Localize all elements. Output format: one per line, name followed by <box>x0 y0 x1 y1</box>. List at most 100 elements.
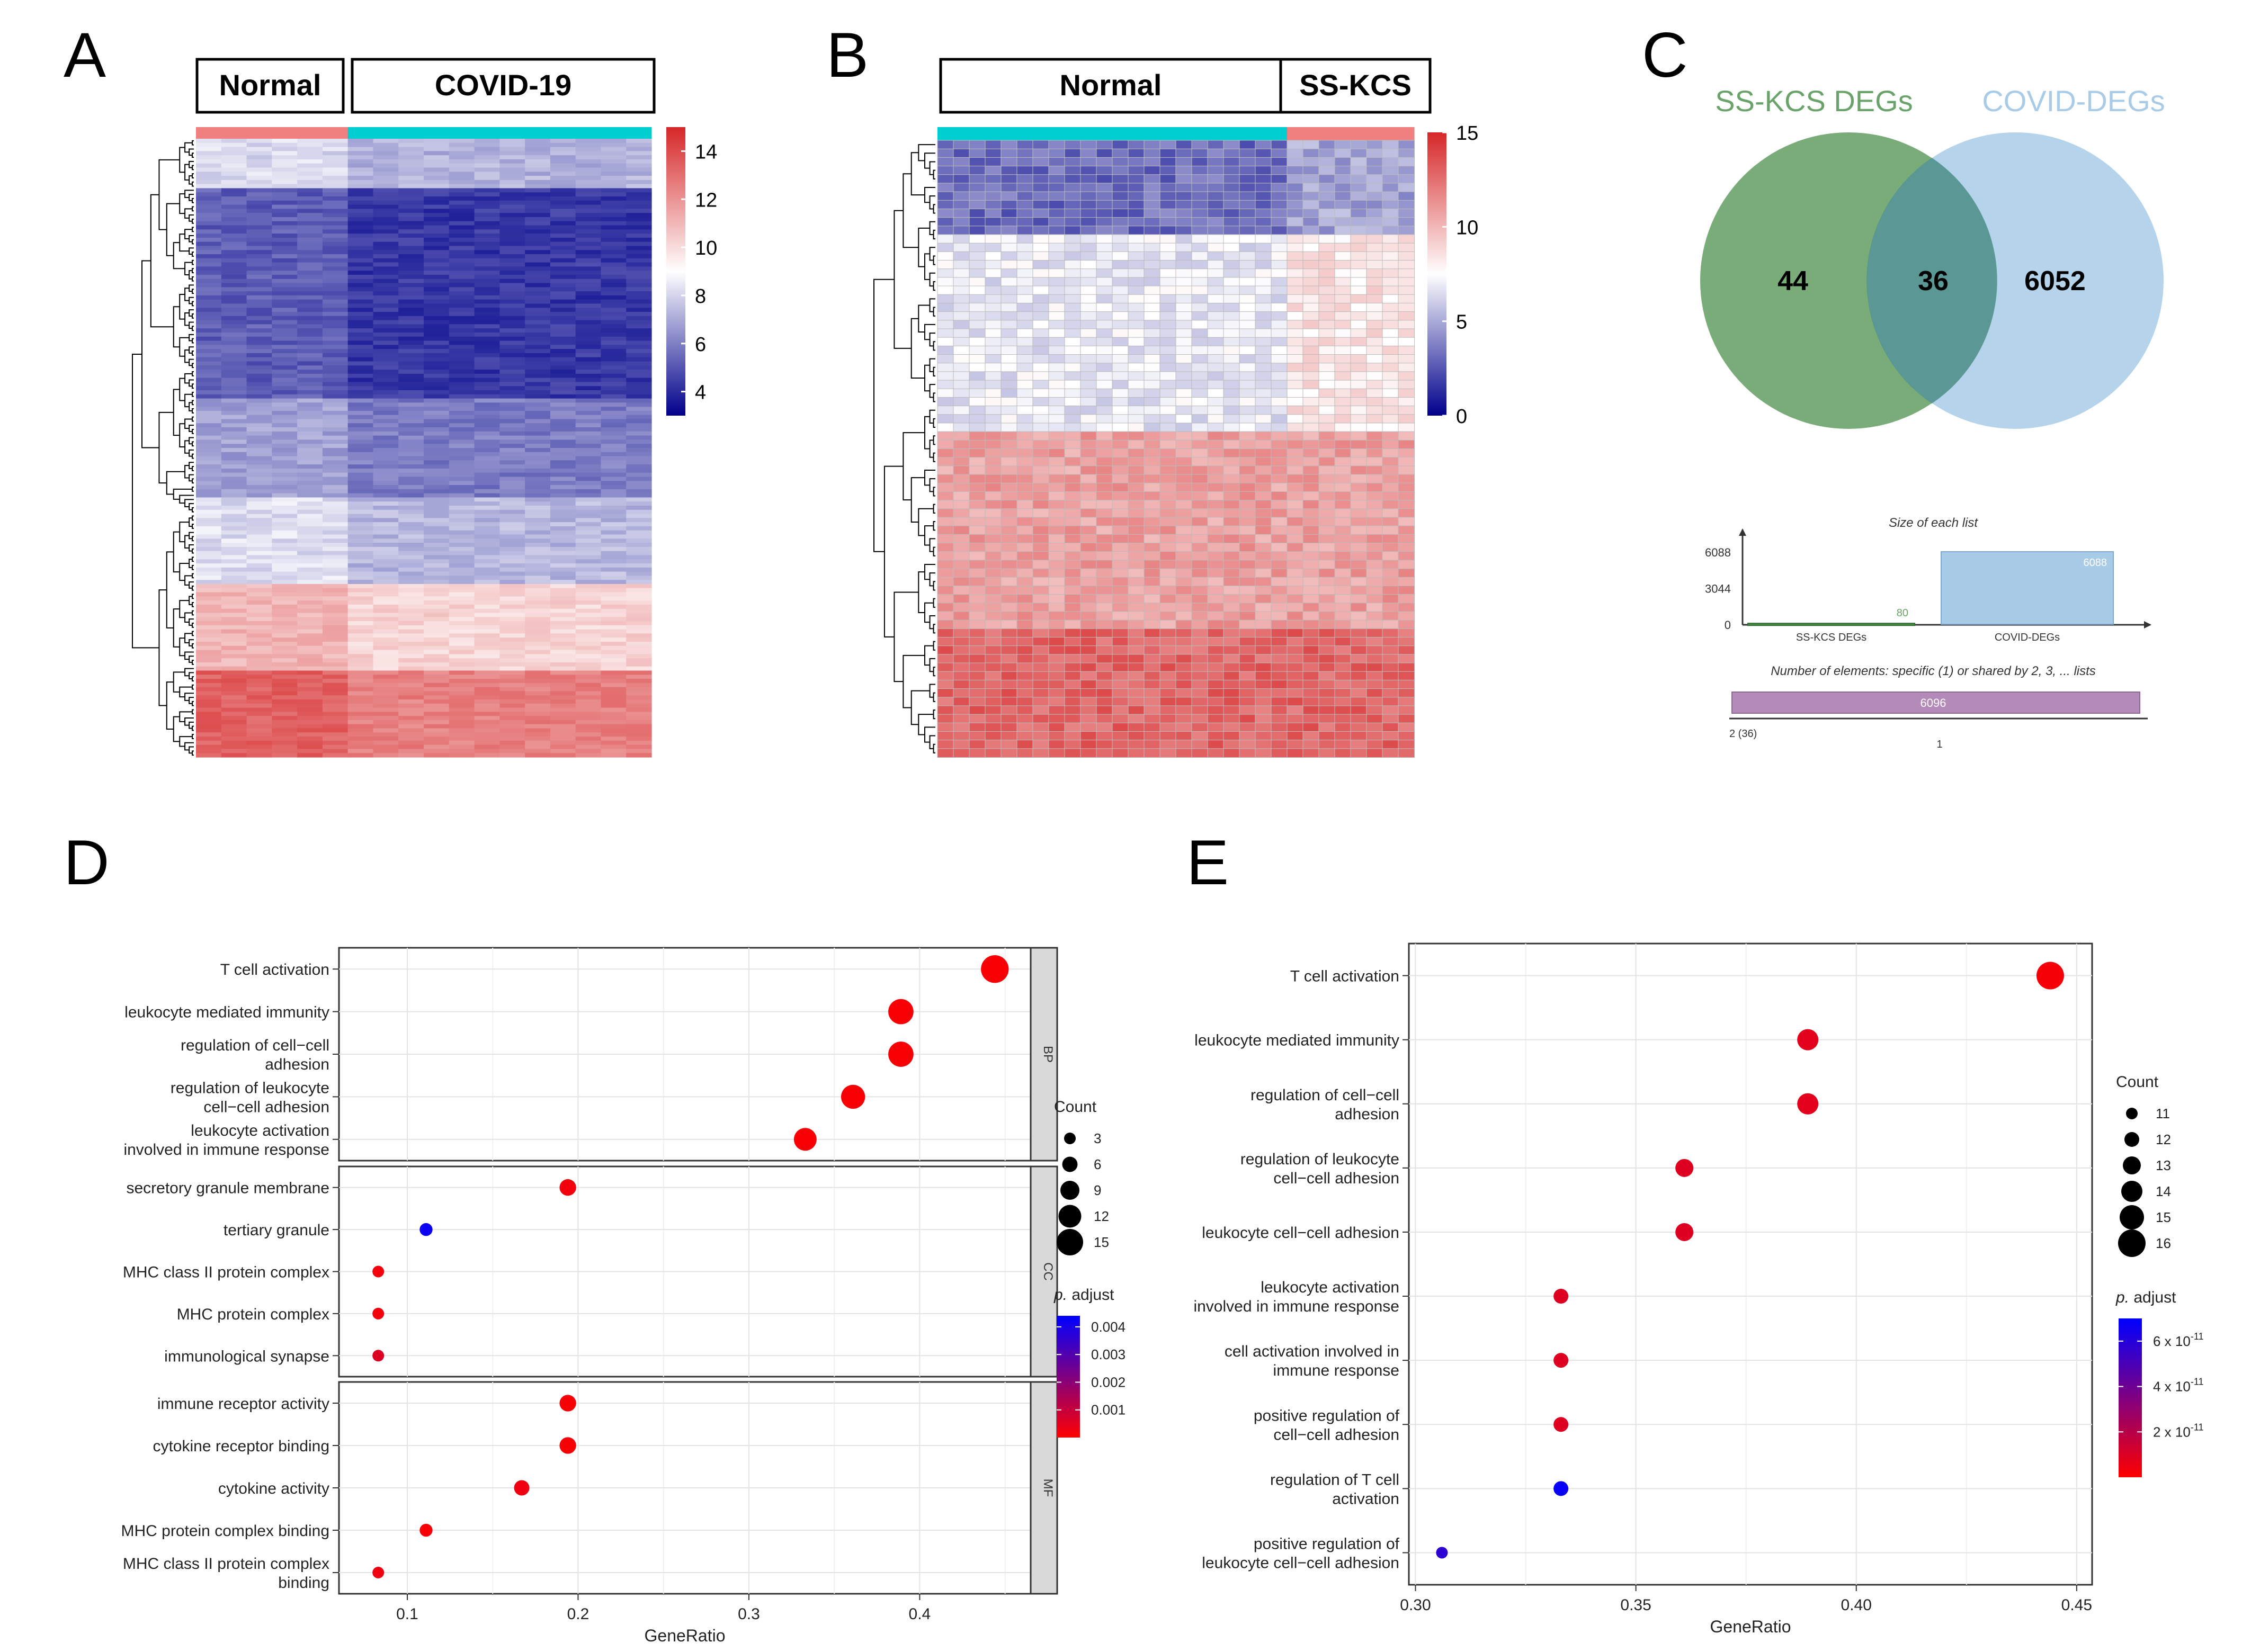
heatmap-cell <box>449 559 475 564</box>
heatmap-cell <box>221 340 247 345</box>
heatmap-cell <box>373 448 399 453</box>
heatmap-cell <box>272 460 298 465</box>
heatmap-cell <box>196 295 222 300</box>
heatmap-cell <box>985 551 1002 561</box>
heatmap-cell <box>550 184 576 189</box>
heatmap-cell <box>1255 294 1272 304</box>
heatmap-cell <box>1207 234 1225 244</box>
heatmap-cell <box>322 159 349 164</box>
heatmap-cell <box>196 402 222 407</box>
heatmap-cell <box>499 365 525 370</box>
heatmap-cell <box>499 303 525 308</box>
heatmap-cell <box>196 345 222 349</box>
heatmap-cell <box>1032 320 1050 330</box>
heatmap-cell <box>1159 577 1177 587</box>
heatmap-cell <box>322 308 349 312</box>
heatmap-cell <box>1175 243 1193 253</box>
heatmap-cell <box>322 691 349 696</box>
heatmap-cell <box>937 251 954 261</box>
heatmap-cell <box>1207 166 1225 175</box>
heatmap-cell <box>525 254 551 259</box>
heatmap-cell <box>297 683 323 688</box>
heatmap-cell <box>575 234 602 238</box>
dendrogram-branch <box>192 338 194 344</box>
heatmap-cell <box>1334 191 1352 201</box>
heatmap-cell <box>1255 560 1272 570</box>
heatmap-cell <box>985 243 1002 253</box>
heatmap-cell <box>474 234 500 238</box>
heatmap-cell <box>1398 577 1415 587</box>
heatmap-cell <box>398 398 424 403</box>
heatmap-cell <box>499 410 525 416</box>
heatmap-cell <box>449 740 475 746</box>
heatmap-cell <box>1382 551 1399 561</box>
heatmap-cell <box>272 250 298 255</box>
heatmap-cell <box>297 481 323 486</box>
heatmap-cell <box>246 707 272 712</box>
heatmap-cell <box>1223 328 1240 338</box>
heatmap-cell <box>1223 311 1240 321</box>
heatmap-cell <box>601 567 627 572</box>
heatmap-cell <box>449 246 475 250</box>
heatmap-cell <box>1287 645 1304 655</box>
heatmap-cell <box>550 444 576 448</box>
heatmap-cell <box>575 514 602 518</box>
heatmap-cell <box>626 221 652 226</box>
heatmap-cell <box>1239 140 1256 150</box>
heatmap-cell <box>1096 679 1113 689</box>
heatmap-cell <box>297 617 323 622</box>
heatmap-cell <box>1207 174 1225 184</box>
heatmap-cell <box>347 378 374 383</box>
heatmap-cell <box>1239 414 1256 424</box>
heatmap-cell <box>1016 208 1034 218</box>
heatmap-cell <box>1096 542 1113 552</box>
heatmap-cell <box>424 316 450 321</box>
heatmap-cell <box>347 279 374 284</box>
heatmap-cell <box>1064 234 1082 244</box>
heatmap-cell <box>424 271 450 275</box>
heatmap-cell <box>1239 388 1256 398</box>
heatmap-cell <box>272 258 298 263</box>
heatmap-cell <box>221 200 247 205</box>
heatmap-cell <box>499 716 525 721</box>
heatmap-cell <box>1334 534 1352 544</box>
heatmap-cell <box>1223 277 1240 287</box>
heatmap-cell <box>550 699 576 704</box>
heatmap-cell <box>398 707 424 712</box>
heatmap-cell <box>1239 525 1256 535</box>
heatmap-cell <box>347 407 374 411</box>
heatmap-cell <box>398 225 424 230</box>
heatmap-cell <box>322 209 349 213</box>
heatmap-cell <box>525 670 551 675</box>
heatmap-cell <box>601 349 627 354</box>
heatmap-cell <box>1318 628 1336 638</box>
heatmap-cell <box>985 500 1002 509</box>
heatmap-cell <box>196 427 222 432</box>
heatmap-cell <box>373 332 399 337</box>
heatmap-cell <box>1318 457 1336 466</box>
heatmap-cell <box>347 650 374 654</box>
heatmap-cell <box>398 271 424 275</box>
heatmap-cell <box>550 716 576 721</box>
heatmap-cell <box>525 151 551 156</box>
heatmap-cell <box>1128 508 1145 518</box>
heatmap-cell <box>246 563 272 568</box>
heatmap-cell <box>1239 482 1256 492</box>
heatmap-cell <box>601 299 627 304</box>
heatmap-cell <box>1398 354 1415 364</box>
heatmap-cell <box>1048 148 1066 158</box>
heatmap-cell <box>1175 388 1193 398</box>
heatmap-cell <box>196 246 222 250</box>
heatmap-cell <box>246 617 272 622</box>
heatmap-cell <box>1144 140 1161 150</box>
heatmap-cell <box>1350 688 1368 698</box>
heatmap-cell <box>1080 200 1097 210</box>
heatmap-cell <box>1128 705 1145 715</box>
heatmap-cell <box>937 688 954 698</box>
heatmap-cell <box>221 448 247 453</box>
heatmap-cell <box>1112 551 1129 561</box>
heatmap-cell <box>1318 260 1336 270</box>
heatmap-cell <box>1334 508 1352 518</box>
heatmap-cell <box>322 666 349 671</box>
heatmap-cell <box>398 670 424 675</box>
